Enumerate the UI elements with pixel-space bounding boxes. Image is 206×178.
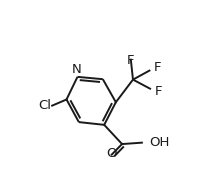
Text: N: N bbox=[72, 63, 82, 76]
Text: O: O bbox=[107, 147, 117, 160]
Text: F: F bbox=[155, 85, 162, 98]
Text: OH: OH bbox=[149, 136, 170, 149]
Text: F: F bbox=[154, 61, 162, 74]
Text: F: F bbox=[126, 54, 134, 67]
Text: Cl: Cl bbox=[38, 99, 51, 112]
